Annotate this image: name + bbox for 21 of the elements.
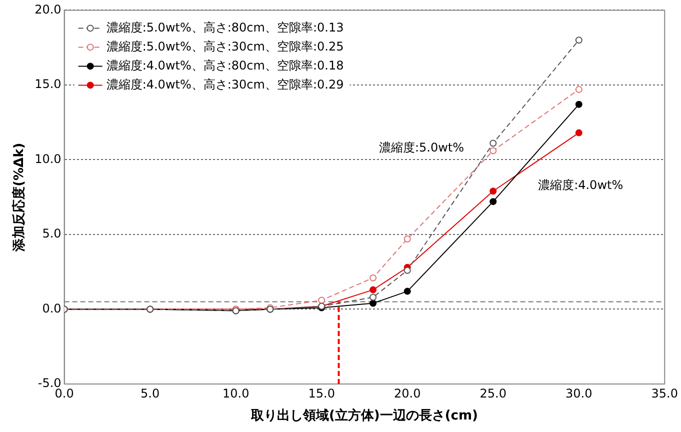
legend-label: 濃縮度:5.0wt%、高さ:80cm、空隙率:0.13 bbox=[106, 20, 344, 34]
annotation: 濃縮度:4.0wt% bbox=[538, 178, 624, 192]
y-tick-label: 20.0 bbox=[34, 2, 62, 16]
y-tick-label: 10.0 bbox=[34, 152, 62, 166]
x-tick-label: 0.0 bbox=[54, 386, 74, 400]
legend-label: 濃縮度:4.0wt%、高さ:30cm、空隙率:0.29 bbox=[106, 77, 344, 92]
x-tick-label: 35.0 bbox=[651, 386, 678, 400]
x-tick-label: 5.0 bbox=[140, 386, 160, 400]
legend-label: 濃縮度:4.0wt%、高さ:80cm、空隙率:0.18 bbox=[106, 58, 344, 72]
y-tick-label: 0.0 bbox=[42, 301, 62, 316]
x-axis-title: 取り出し領域(立方体)一辺の長さ(cm) bbox=[250, 408, 478, 424]
x-tick-label: 30.0 bbox=[566, 386, 592, 400]
x-tick-label: 20.0 bbox=[394, 386, 421, 400]
annotation: 濃縮度:5.0wt% bbox=[378, 140, 464, 155]
x-tick-label: 10.0 bbox=[222, 386, 250, 400]
y-tick-label: 15.0 bbox=[34, 77, 62, 92]
x-tick-label: 25.0 bbox=[480, 386, 506, 400]
legend-label: 濃縮度:5.0wt%、高さ:30cm、空隙率:0.25 bbox=[106, 39, 344, 54]
y-axis-title: 添加反応度(%Δk) bbox=[11, 142, 28, 252]
y-tick-label: 5.0 bbox=[42, 226, 62, 241]
x-tick-label: 15.0 bbox=[308, 386, 335, 400]
